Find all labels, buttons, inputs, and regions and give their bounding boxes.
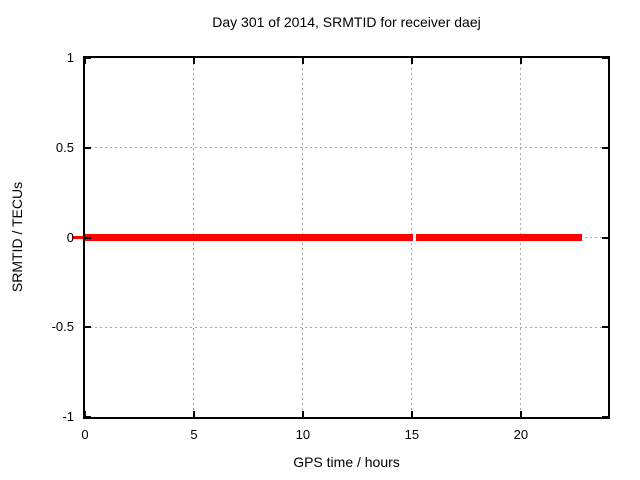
y-tick-mirror	[602, 236, 608, 239]
y-tick-mirror	[602, 326, 608, 329]
x-tick-mirror	[301, 58, 304, 64]
x-tick-label: 20	[513, 427, 529, 442]
y-tick-mirror	[602, 416, 608, 418]
x-tick-mirror	[84, 58, 86, 64]
x-tick-mirror	[410, 58, 413, 64]
chart-title: Day 301 of 2014, SRMTID for receiver dae…	[212, 14, 481, 30]
x-tick	[84, 411, 86, 417]
series-segment	[416, 234, 582, 241]
zero-outer-red-tick	[72, 236, 83, 239]
x-axis-label: GPS time / hours	[293, 454, 400, 470]
y-tick	[85, 326, 91, 329]
x-tick	[301, 411, 304, 417]
y-tick-label: 0	[66, 229, 74, 245]
series-segment	[85, 234, 413, 241]
x-tick-label: 15	[404, 427, 420, 442]
x-tick	[410, 411, 413, 417]
x-tick-label: 10	[295, 427, 311, 442]
y-tick	[85, 236, 91, 239]
y-tick	[85, 57, 91, 59]
x-tick-mirror	[519, 58, 522, 64]
y-tick	[85, 416, 91, 418]
x-tick	[192, 411, 195, 417]
y-tick-mirror	[602, 57, 608, 59]
plot-area: 0 5 10 15 20 -1 -0.5 0 0.5 1	[52, 50, 610, 442]
y-tick-label: 0.5	[55, 139, 74, 155]
y-tick-label: -1	[62, 409, 74, 424]
y-tick-mirror	[602, 146, 608, 149]
y-tick	[85, 146, 91, 149]
x-tick-label: 5	[190, 427, 198, 442]
x-tick-mirror	[192, 58, 195, 64]
y-tick-label: 1	[66, 50, 74, 65]
x-tick	[519, 411, 522, 417]
y-tick-label: -0.5	[51, 319, 74, 335]
y-gridline	[85, 147, 608, 149]
y-gridline	[85, 326, 608, 328]
x-tick-label: 0	[81, 427, 89, 442]
